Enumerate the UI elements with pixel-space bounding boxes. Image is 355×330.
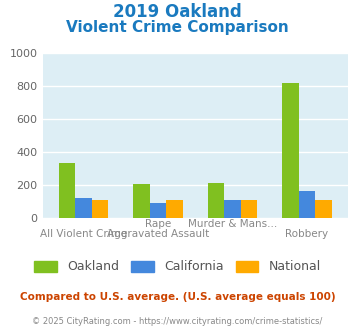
Text: © 2025 CityRating.com - https://www.cityrating.com/crime-statistics/: © 2025 CityRating.com - https://www.city… — [32, 317, 323, 326]
Bar — [59, 163, 75, 218]
Bar — [150, 203, 166, 218]
Text: Murder & Mans...: Murder & Mans... — [188, 219, 277, 229]
Legend: Oakland, California, National: Oakland, California, National — [29, 255, 326, 279]
Text: Aggravated Assault: Aggravated Assault — [107, 229, 209, 239]
Bar — [315, 200, 332, 218]
Bar — [208, 183, 224, 218]
Bar — [282, 83, 299, 218]
Text: Compared to U.S. average. (U.S. average equals 100): Compared to U.S. average. (U.S. average … — [20, 292, 335, 302]
Text: Robbery: Robbery — [285, 229, 328, 239]
Bar — [166, 200, 182, 218]
Bar — [75, 198, 92, 218]
Text: 2019 Oakland: 2019 Oakland — [113, 3, 242, 21]
Bar — [241, 200, 257, 218]
Bar — [299, 190, 315, 218]
Bar — [224, 200, 241, 218]
Text: All Violent Crime: All Violent Crime — [40, 229, 127, 239]
Text: Violent Crime Comparison: Violent Crime Comparison — [66, 20, 289, 35]
Text: Rape: Rape — [145, 219, 171, 229]
Bar — [92, 200, 108, 218]
Bar — [133, 184, 150, 218]
